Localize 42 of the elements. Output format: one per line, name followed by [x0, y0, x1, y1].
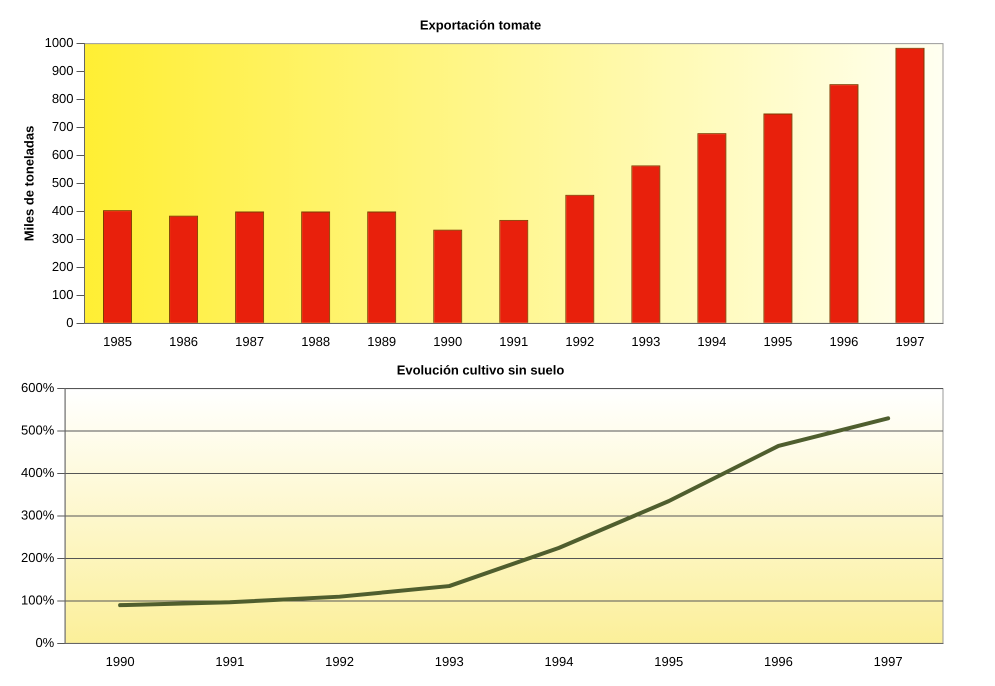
x-tick-label: 1992	[325, 654, 354, 669]
y-tick-label: 100%	[21, 592, 55, 608]
x-tick-label: 1991	[215, 654, 244, 669]
y-tick-label: 600	[52, 147, 74, 162]
x-tick-label: 1993	[434, 654, 464, 669]
x-tick-label: 1994	[544, 654, 574, 669]
y-tick-label: 0	[66, 314, 74, 330]
y-tick-label: 600%	[21, 380, 55, 396]
y-tick-label: 300	[52, 231, 74, 246]
x-tick-label: 1988	[301, 334, 330, 349]
y-tick-label: 300%	[21, 508, 55, 523]
x-tick-label: 1987	[235, 334, 264, 349]
y-tick-label: 900	[52, 63, 74, 78]
y-tick-label: 400%	[21, 465, 55, 480]
x-tick-label: 1997	[896, 334, 924, 349]
x-tick-label: 1993	[631, 334, 660, 349]
x-tick-label: 1990	[106, 654, 135, 669]
x-tick-label: 1994	[697, 334, 726, 349]
x-tick-label: 1995	[763, 334, 792, 349]
y-tick-label: 400	[52, 203, 74, 218]
y-tick-label: 200	[52, 259, 74, 274]
x-tick-label: 1985	[103, 334, 132, 349]
x-tick-label: 1986	[169, 334, 198, 349]
y-tick-label: 100	[52, 287, 74, 302]
x-tick-label: 1997	[874, 654, 903, 669]
chart-title: Exportación tomate	[420, 17, 542, 32]
y-tick-label: 200%	[21, 550, 55, 566]
x-tick-label: 1996	[829, 334, 858, 349]
chart-title: Evolución cultivo sin suelo	[396, 362, 564, 378]
y-tick-label: 800	[52, 91, 74, 106]
x-tick-label: 1990	[433, 334, 462, 349]
y-tick-label: 500%	[21, 422, 55, 438]
x-tick-label: 1989	[367, 334, 396, 349]
x-tick-label: 1995	[654, 654, 684, 669]
x-tick-label: 1996	[764, 654, 793, 669]
y-tick-label: 500	[52, 175, 74, 190]
y-tick-label: 700	[52, 119, 74, 134]
y-tick-label: 0%	[35, 634, 55, 650]
x-tick-label: 1992	[565, 334, 594, 349]
y-tick-label: 1000	[44, 35, 74, 50]
y-axis-title: Miles de toneladas	[21, 126, 36, 242]
x-tick-label: 1991	[499, 334, 528, 349]
